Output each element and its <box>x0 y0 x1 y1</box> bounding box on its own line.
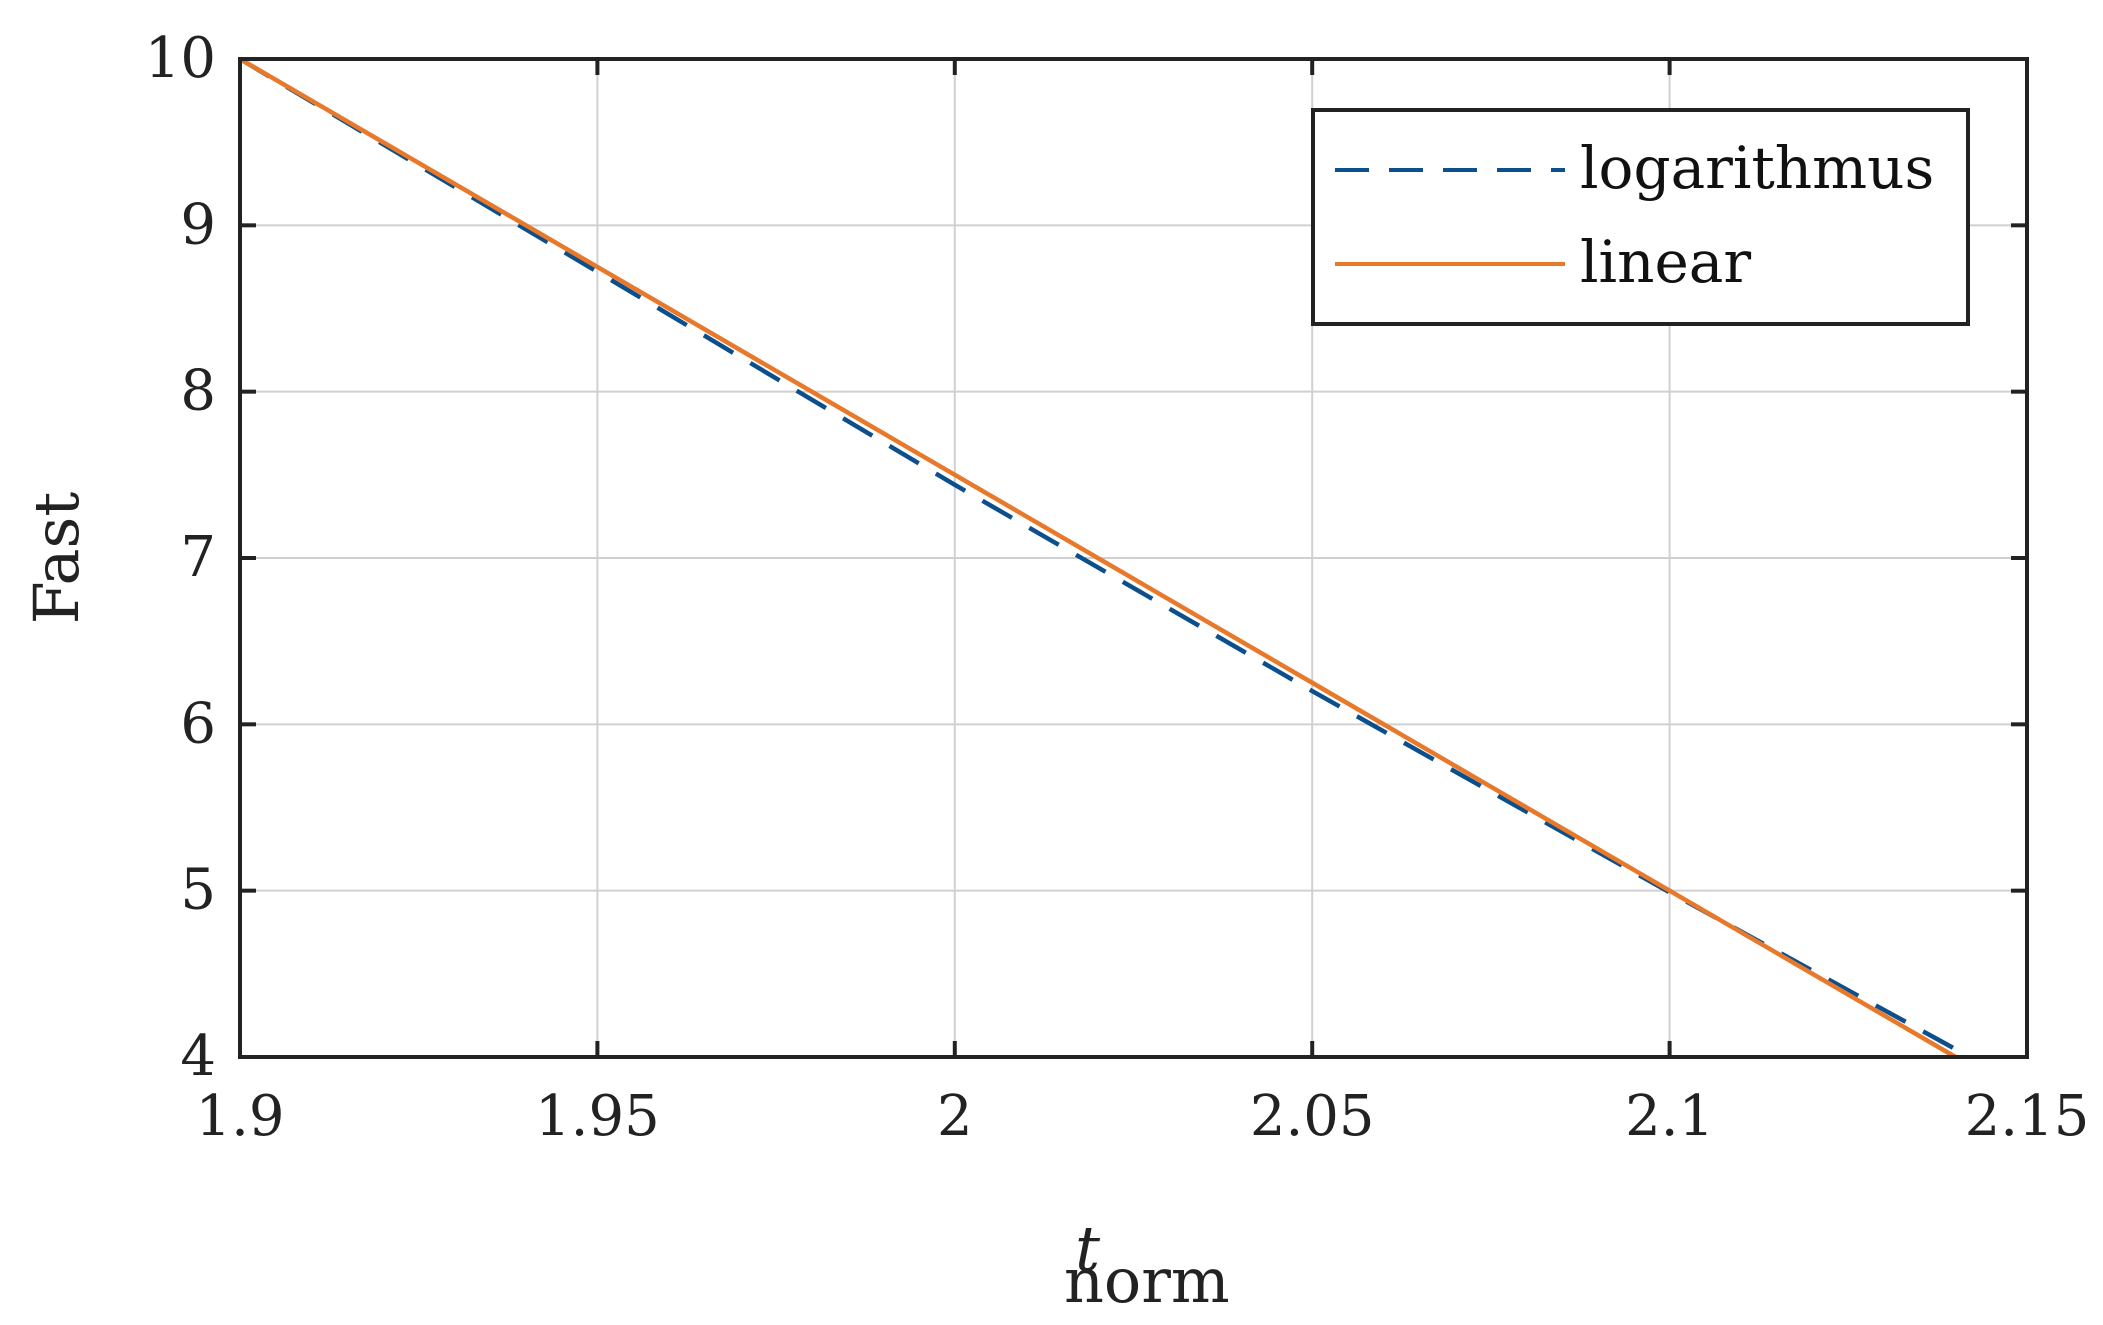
ticks: 1.9 1.95 2 2.05 2.1 2.15 4 5 6 7 8 9 10 <box>145 26 2090 1149</box>
y-tick-label: 4 <box>180 1024 216 1089</box>
x-tick-label: 2.05 <box>1250 1084 1375 1149</box>
x-axis-label-subscript: norm <box>1064 1244 1230 1317</box>
legend: logarithmus linear <box>1311 108 1970 326</box>
x-tick-label: 2.15 <box>1965 1084 2090 1149</box>
y-tick-label: 7 <box>180 525 216 590</box>
series-line-logarithmus <box>238 57 1971 1059</box>
legend-box <box>1311 108 1970 326</box>
legend-label-logarithmus: logarithmus <box>1580 134 1934 202</box>
y-tick-label: 6 <box>180 691 216 756</box>
legend-label-linear: linear <box>1580 228 1751 296</box>
series-layer <box>238 57 1971 1059</box>
y-tick-label: 8 <box>180 359 216 424</box>
y-tick-label: 9 <box>180 192 216 257</box>
y-axis-label: Fast <box>20 492 93 625</box>
x-tick-label: 2 <box>937 1084 973 1149</box>
x-tick-label: 1.95 <box>535 1084 660 1149</box>
y-tick-label: 5 <box>180 858 216 923</box>
series-line-linear <box>238 57 1957 1059</box>
y-tick-label: 10 <box>145 26 216 91</box>
x-tick-label: 2.1 <box>1625 1084 1714 1149</box>
x-axis-label: t <box>1075 1212 1100 1285</box>
x-tick-label: 1.9 <box>195 1084 284 1149</box>
